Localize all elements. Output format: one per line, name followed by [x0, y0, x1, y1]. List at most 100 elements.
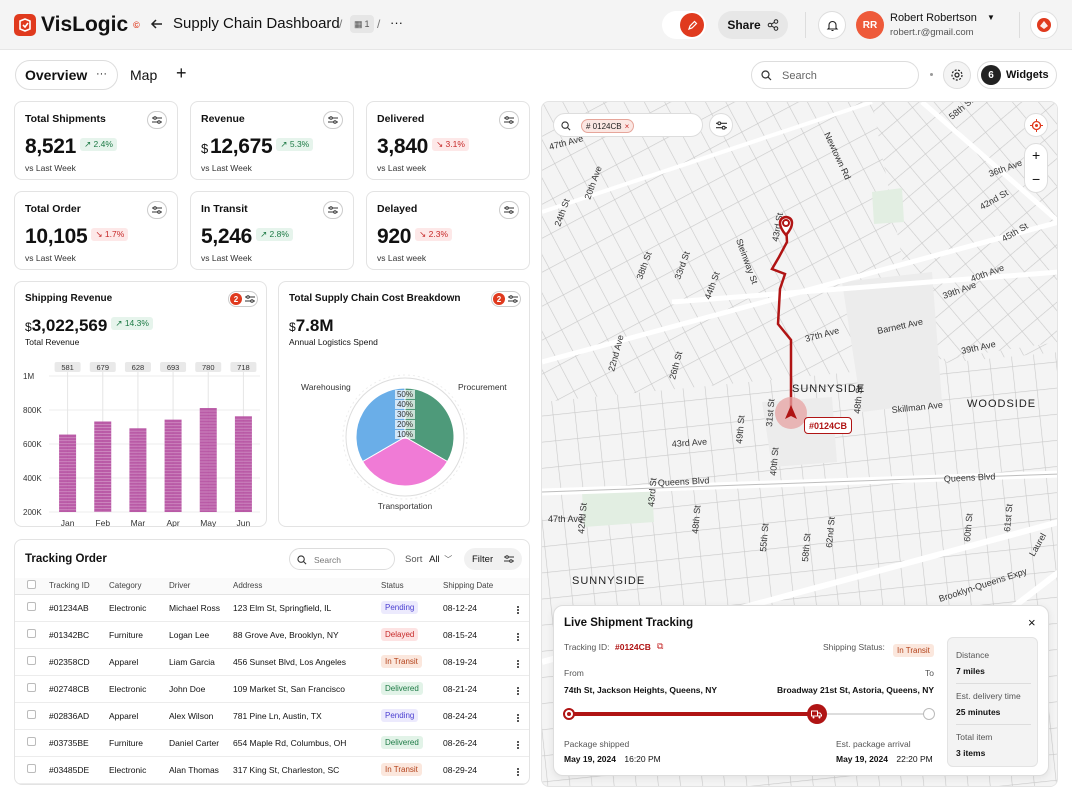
slice-procurement[interactable] [404, 387, 455, 463]
row-menu-icon[interactable] [517, 608, 519, 611]
kpi-subtitle: vs Last Week [201, 253, 252, 263]
bar-apr[interactable] [164, 419, 182, 512]
column-header[interactable]: Driver [169, 578, 233, 595]
board-icon: ▦ [354, 18, 363, 29]
table-row[interactable]: #01342BC Furniture Logan Lee 88 Grove Ave, … [15, 621, 529, 649]
dot-separator [930, 73, 933, 76]
x-tick-label: Mar [131, 518, 146, 527]
edit-toggle[interactable] [662, 11, 706, 39]
chart-options-button[interactable]: 2 [491, 291, 521, 307]
shipped-date: May 19, 2024 [564, 754, 616, 764]
table-search-input[interactable]: Search [289, 548, 395, 570]
row-checkbox[interactable] [27, 764, 36, 773]
breadcrumb-badge[interactable]: ▦ 1 [350, 15, 374, 33]
brand-icon[interactable] [1030, 11, 1058, 39]
app-logo[interactable]: VisLogic © [14, 13, 140, 37]
column-header[interactable]: Address [233, 578, 381, 595]
bar-jan[interactable] [59, 434, 77, 512]
progress-fill [569, 712, 817, 716]
sort-dropdown[interactable]: Sort All ﹀ [405, 554, 452, 565]
origin-node [563, 708, 575, 720]
table-row[interactable]: #02358CD Apparel Liam Garcia 456 Sunset Blv… [15, 648, 529, 676]
table-row[interactable]: #02748CB Electronic John Doe 109 Market St,… [15, 675, 529, 703]
column-header[interactable]: Tracking ID [49, 578, 109, 595]
live-tracking-panel: Live Shipment Tracking × Tracking ID: #0… [553, 605, 1049, 776]
bar-jun[interactable] [234, 416, 252, 512]
cell-driver: Liam Garcia [169, 656, 215, 667]
status-badge: In Transit [893, 640, 934, 658]
back-arrow-icon[interactable] [150, 14, 164, 36]
settings-gear-icon[interactable] [943, 61, 971, 89]
widgets-button[interactable]: 6 Widgets [977, 61, 1057, 89]
tab-overview[interactable]: Overview ··· [15, 60, 118, 90]
bar-may[interactable] [199, 408, 217, 512]
close-icon[interactable]: × [1028, 615, 1036, 630]
search-input[interactable]: Search [751, 61, 919, 89]
zoom-out-button[interactable]: − [1032, 171, 1041, 187]
column-header[interactable]: Status [381, 578, 443, 595]
add-tab-icon[interactable]: + [176, 63, 187, 83]
search-chip[interactable]: # 0124CB × [581, 119, 635, 133]
chevron-down-icon[interactable]: ▼ [987, 13, 995, 22]
row-menu-icon[interactable] [517, 635, 519, 638]
row-menu-icon[interactable] [517, 716, 519, 719]
shipment-marker-label[interactable]: #0124CB [804, 417, 853, 434]
row-menu-icon[interactable] [517, 662, 519, 665]
filter-sliders-icon[interactable] [499, 201, 519, 219]
row-menu-icon[interactable] [517, 689, 519, 692]
map-search-input[interactable]: # 0124CB × [553, 113, 703, 137]
bar-mar[interactable] [129, 428, 147, 512]
share-button[interactable]: Share [718, 11, 788, 39]
row-checkbox[interactable] [27, 629, 36, 638]
column-header[interactable]: Shipping Date [443, 578, 505, 595]
street-label: 43rd St [646, 477, 659, 507]
street-label: 62nd St [824, 516, 837, 548]
kpi-subtitle: vs Last Week [25, 163, 76, 173]
zoom-in-button[interactable]: + [1032, 147, 1041, 163]
chart-options-button[interactable]: 2 [228, 291, 258, 307]
items-label: Total item [956, 732, 993, 742]
select-all-checkbox[interactable] [27, 580, 36, 590]
table-row[interactable]: #02836AD Apparel Alex Wilson 781 Pine Ln, A… [15, 702, 529, 730]
bar-feb[interactable] [94, 421, 112, 512]
column-header[interactable]: Category [109, 578, 169, 595]
slice-transportation[interactable] [361, 436, 449, 487]
options-badge: 2 [493, 293, 505, 305]
filter-sliders-icon[interactable] [147, 201, 167, 219]
row-checkbox[interactable] [27, 737, 36, 746]
cell-address: 109 Market St, San Francisco [233, 683, 345, 694]
row-checkbox[interactable] [27, 710, 36, 719]
filter-sliders-icon[interactable] [323, 201, 343, 219]
tracking-table: Tracking ID Category Driver Address Stat… [15, 578, 529, 784]
bell-icon[interactable] [818, 11, 846, 39]
shipped-label: Package shipped [564, 739, 630, 749]
kpi-value: 920 [377, 225, 412, 248]
tab-more-icon[interactable]: ··· [96, 68, 107, 80]
row-checkbox[interactable] [27, 683, 36, 692]
map-panel[interactable]: 47th Ave 43rd Ave Queens Blvd Queens Blvd 39… [541, 101, 1058, 787]
filter-sliders-icon[interactable] [499, 111, 519, 129]
tab-map[interactable]: Map [130, 67, 158, 83]
filter-sliders-icon[interactable] [147, 111, 167, 129]
close-icon[interactable]: × [624, 121, 630, 131]
table-row[interactable]: #01234AB Electronic Michael Ross 123 Elm St… [15, 594, 529, 622]
filter-sliders-icon[interactable] [323, 111, 343, 129]
copy-icon[interactable]: ⧉ [657, 641, 664, 651]
row-checkbox[interactable] [27, 656, 36, 665]
status-badge: Pending [381, 601, 419, 614]
more-menu[interactable]: ··· [390, 15, 403, 30]
table-row[interactable]: #03485DE Electronic Alan Thomas 317 King St… [15, 756, 529, 784]
locate-target-icon[interactable] [1024, 113, 1048, 137]
table-row[interactable]: #03735BE Furniture Daniel Carter 654 Maple … [15, 729, 529, 757]
row-menu-icon[interactable] [517, 770, 519, 773]
slice-warehousing[interactable] [355, 387, 406, 463]
avatar[interactable]: RR [856, 11, 884, 39]
row-menu-icon[interactable] [517, 743, 519, 746]
status-badge: Delivered [381, 736, 423, 749]
filter-button[interactable]: Filter [464, 548, 522, 570]
map-filter-icon[interactable] [709, 113, 733, 137]
kpi-title: Total Shipments [25, 113, 106, 125]
user-name[interactable]: Robert Robertson [890, 12, 977, 24]
kpi-value: 8,521 [25, 135, 77, 158]
row-checkbox[interactable] [27, 602, 36, 611]
